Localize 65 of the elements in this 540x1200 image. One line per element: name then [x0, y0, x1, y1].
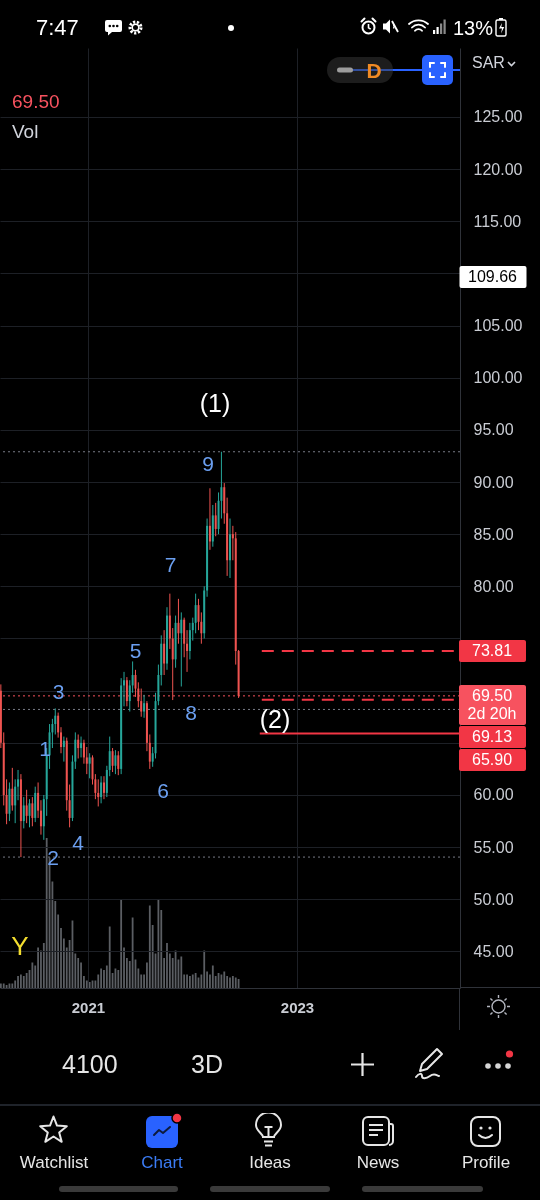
text: Ideas — [249, 1152, 291, 1172]
y-tick-label: 115.00 — [473, 212, 522, 230]
annotation: 8 — [185, 700, 197, 724]
annotation: 6 — [157, 778, 169, 802]
annotation: 5 — [129, 638, 142, 662]
text: 3D — [191, 1049, 223, 1078]
y-tick-label: 125.00 — [473, 108, 523, 126]
candlestick — [25, 789, 28, 824]
text: 69.50 — [12, 91, 60, 112]
data-label: 73.81 — [471, 641, 513, 659]
annotation: 9 — [202, 451, 214, 475]
annotation: (2) — [259, 704, 291, 733]
text: 13% — [453, 17, 494, 39]
x-tick-label: 2021 — [71, 998, 106, 1016]
text: SAR — [472, 54, 505, 71]
candlestick — [88, 752, 91, 779]
data-label: 65.90 — [471, 750, 513, 768]
candlestick — [134, 669, 137, 698]
text: 7:47 — [36, 15, 79, 40]
y-tick-label: 105.00 — [473, 317, 523, 335]
candlestick — [111, 747, 114, 773]
text: Chart — [141, 1152, 183, 1172]
text: 109.66 — [459, 266, 526, 288]
candlestick — [194, 593, 197, 634]
y-tick-label: 45.00 — [473, 942, 514, 960]
candlestick — [22, 796, 25, 829]
annotation: 3 — [52, 679, 65, 703]
candlestick — [163, 629, 166, 676]
candlestick — [77, 733, 80, 759]
candlestick — [197, 598, 200, 631]
data-label: 69.13 — [471, 727, 513, 745]
candlestick — [100, 775, 103, 804]
y-tick-label: 120.00 — [473, 160, 523, 178]
candlestick — [229, 518, 231, 579]
candlestick — [11, 767, 14, 812]
text: News — [356, 1152, 400, 1172]
candlestick — [143, 694, 146, 719]
y-tick-label: 80.00 — [473, 577, 514, 595]
candlestick — [28, 798, 31, 828]
annotation: 4 — [72, 830, 84, 854]
chart-title: Vol — [12, 121, 39, 142]
y-tick-label: 55.00 — [473, 838, 514, 856]
candlestick — [177, 598, 180, 645]
candlestick — [97, 778, 100, 807]
y-tick-label: 85.00 — [473, 525, 514, 543]
annotation: (1) — [199, 388, 231, 417]
candlestick — [208, 487, 211, 551]
y-tick-label: 50.00 — [473, 890, 514, 908]
y-tick-label: 90.00 — [473, 473, 514, 491]
candlestick — [31, 796, 34, 827]
text: Profile — [461, 1152, 511, 1172]
annotation: 7 — [164, 552, 177, 576]
candlestick — [62, 736, 65, 763]
ref-line-label: 69.50 2d 20h — [467, 686, 517, 722]
candlestick — [117, 750, 120, 776]
text: Watchlist — [19, 1152, 89, 1172]
annotation: Y — [11, 931, 29, 961]
candlestick — [214, 502, 217, 537]
text: 4100 — [62, 1049, 118, 1078]
x-tick-label: 2023 — [280, 998, 315, 1016]
y-tick-label: 100.00 — [473, 369, 523, 387]
annotation: 2 — [47, 845, 59, 869]
candlestick — [114, 749, 117, 775]
y-tick-label: 95.00 — [473, 421, 514, 439]
y-tick-label: 60.00 — [473, 786, 514, 804]
